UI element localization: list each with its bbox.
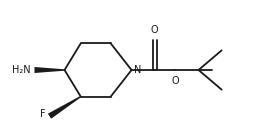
Polygon shape [48,96,81,119]
Text: F: F [40,109,45,119]
Text: N: N [134,65,142,75]
Text: O: O [172,76,179,87]
Polygon shape [35,67,65,73]
Text: O: O [151,25,158,35]
Text: H₂N: H₂N [12,65,30,75]
